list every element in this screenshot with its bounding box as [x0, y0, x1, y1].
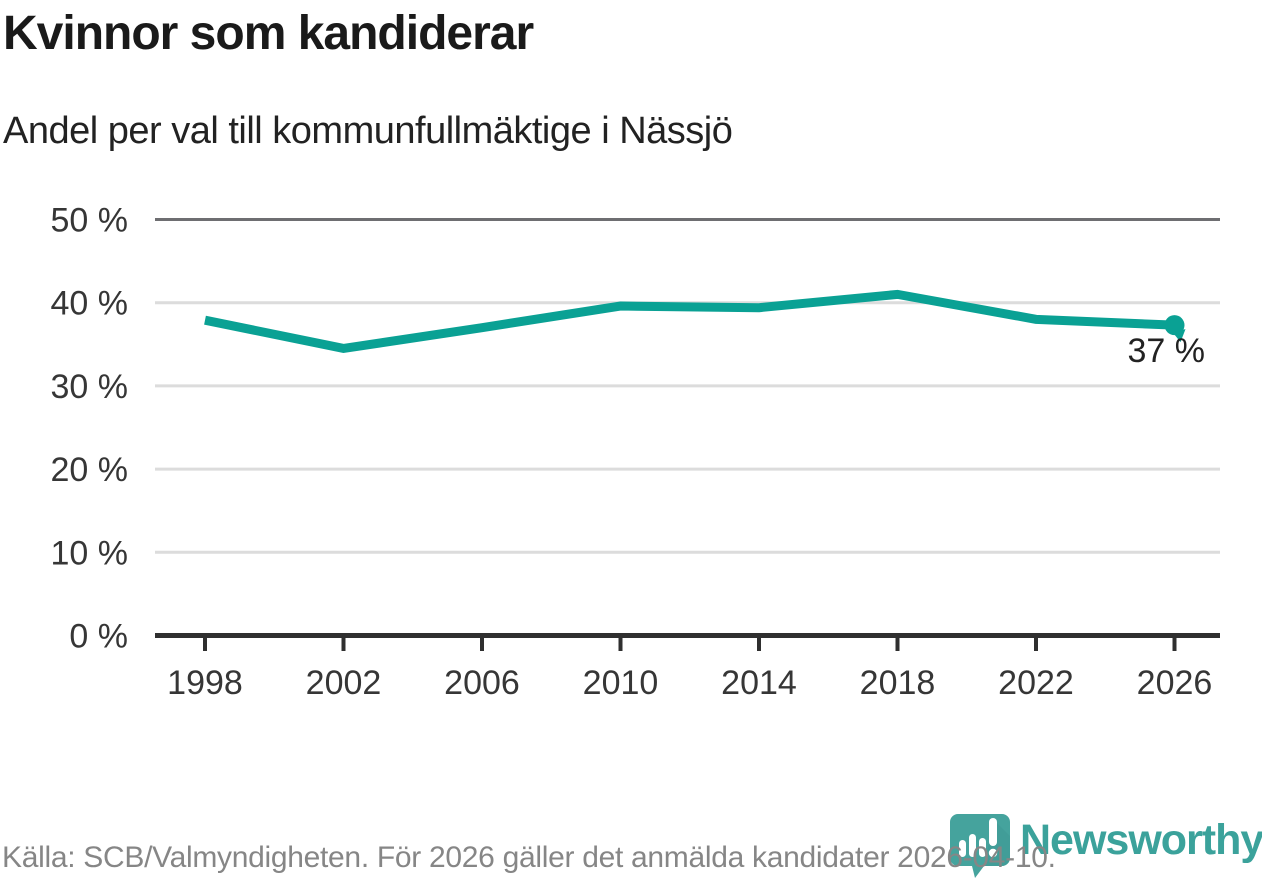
- newsworthy-logo-icon: [950, 814, 1010, 878]
- x-tick-label: 2002: [306, 664, 382, 702]
- y-tick-label: 50 %: [51, 202, 129, 240]
- y-tick-label: 20 %: [51, 451, 129, 489]
- end-value-label: 37 %: [1128, 332, 1206, 370]
- y-tick-label: 30 %: [51, 368, 129, 406]
- y-tick-label: 40 %: [51, 285, 129, 323]
- y-tick-label: 10 %: [51, 534, 129, 572]
- y-tick-label: 0 %: [69, 618, 128, 656]
- x-tick-label: 2006: [444, 664, 520, 702]
- end-point-marker: [1164, 315, 1185, 336]
- x-tick-label: 2026: [1137, 664, 1213, 702]
- page-title: Kvinnor som kandiderar: [3, 7, 534, 60]
- x-tick-label: 1998: [167, 664, 243, 702]
- data-line: [204, 289, 1175, 354]
- x-tick-label: 2022: [998, 664, 1074, 702]
- page-subtitle: Andel per val till kommunfullmäktige i N…: [3, 110, 733, 152]
- newsworthy-logo-text: Newsworthy: [1020, 816, 1262, 864]
- x-tick-label: 2010: [583, 664, 659, 702]
- source-text: Källa: SCB/Valmyndigheten. För 2026 gäll…: [2, 841, 1056, 874]
- end-point-marker-tail: [1172, 329, 1186, 343]
- newsworthy-logo: Newsworthy: [948, 810, 1262, 880]
- x-tick-label: 2014: [721, 664, 797, 702]
- x-tick-label: 2018: [860, 664, 936, 702]
